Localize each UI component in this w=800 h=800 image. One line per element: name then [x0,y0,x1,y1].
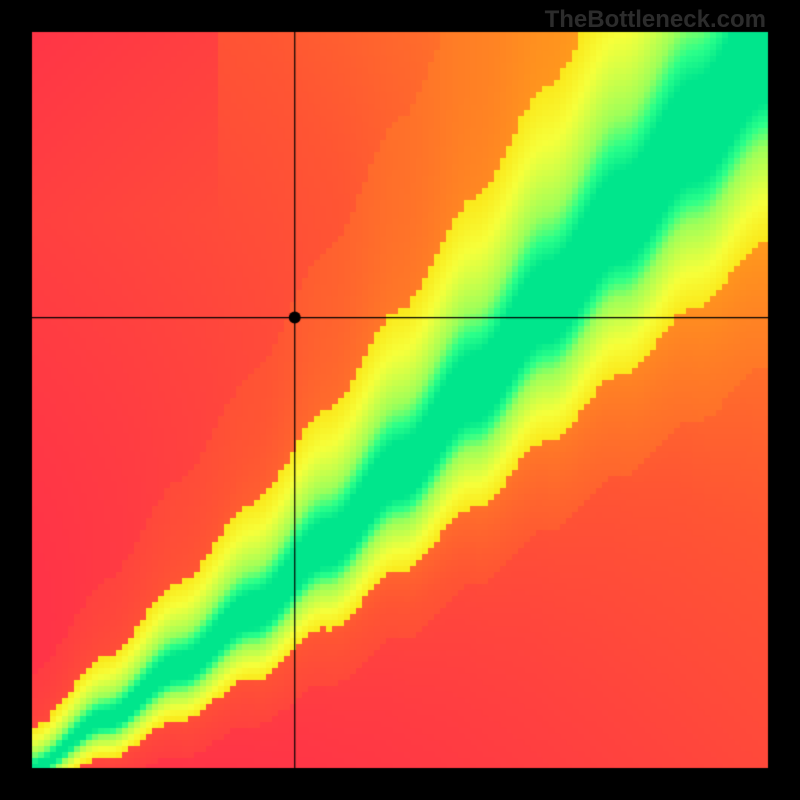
bottleneck-heatmap [0,0,800,800]
watermark-text: TheBottleneck.com [545,6,766,34]
